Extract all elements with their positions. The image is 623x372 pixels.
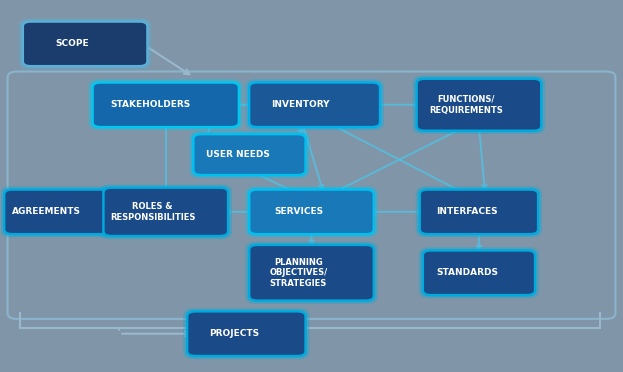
Text: USER NEEDS: USER NEEDS [206, 150, 270, 159]
FancyBboxPatch shape [93, 83, 239, 127]
FancyBboxPatch shape [417, 79, 541, 131]
FancyBboxPatch shape [23, 22, 148, 66]
Text: INTERFACES: INTERFACES [436, 207, 498, 217]
FancyBboxPatch shape [423, 250, 535, 295]
FancyBboxPatch shape [420, 189, 538, 234]
FancyBboxPatch shape [249, 245, 374, 301]
FancyBboxPatch shape [4, 189, 110, 234]
Text: STANDARDS: STANDARDS [437, 268, 498, 277]
Text: PROJECTS: PROJECTS [209, 329, 259, 338]
FancyBboxPatch shape [103, 187, 228, 236]
Text: SERVICES: SERVICES [274, 207, 323, 217]
FancyBboxPatch shape [249, 189, 374, 234]
FancyBboxPatch shape [187, 311, 306, 356]
Text: ROLES &
RESPONSIBILITIES: ROLES & RESPONSIBILITIES [110, 202, 196, 222]
Text: STAKEHOLDERS: STAKEHOLDERS [110, 100, 190, 109]
Text: AGREEMENTS: AGREEMENTS [12, 207, 81, 217]
Text: FUNCTIONS/
REQUIREMENTS: FUNCTIONS/ REQUIREMENTS [429, 95, 503, 115]
FancyBboxPatch shape [249, 83, 380, 127]
FancyBboxPatch shape [193, 134, 306, 175]
Text: INVENTORY: INVENTORY [272, 100, 330, 109]
Text: PLANNING
OBJECTIVES/
STRATEGIES: PLANNING OBJECTIVES/ STRATEGIES [269, 257, 328, 288]
Text: SCOPE: SCOPE [55, 39, 89, 48]
